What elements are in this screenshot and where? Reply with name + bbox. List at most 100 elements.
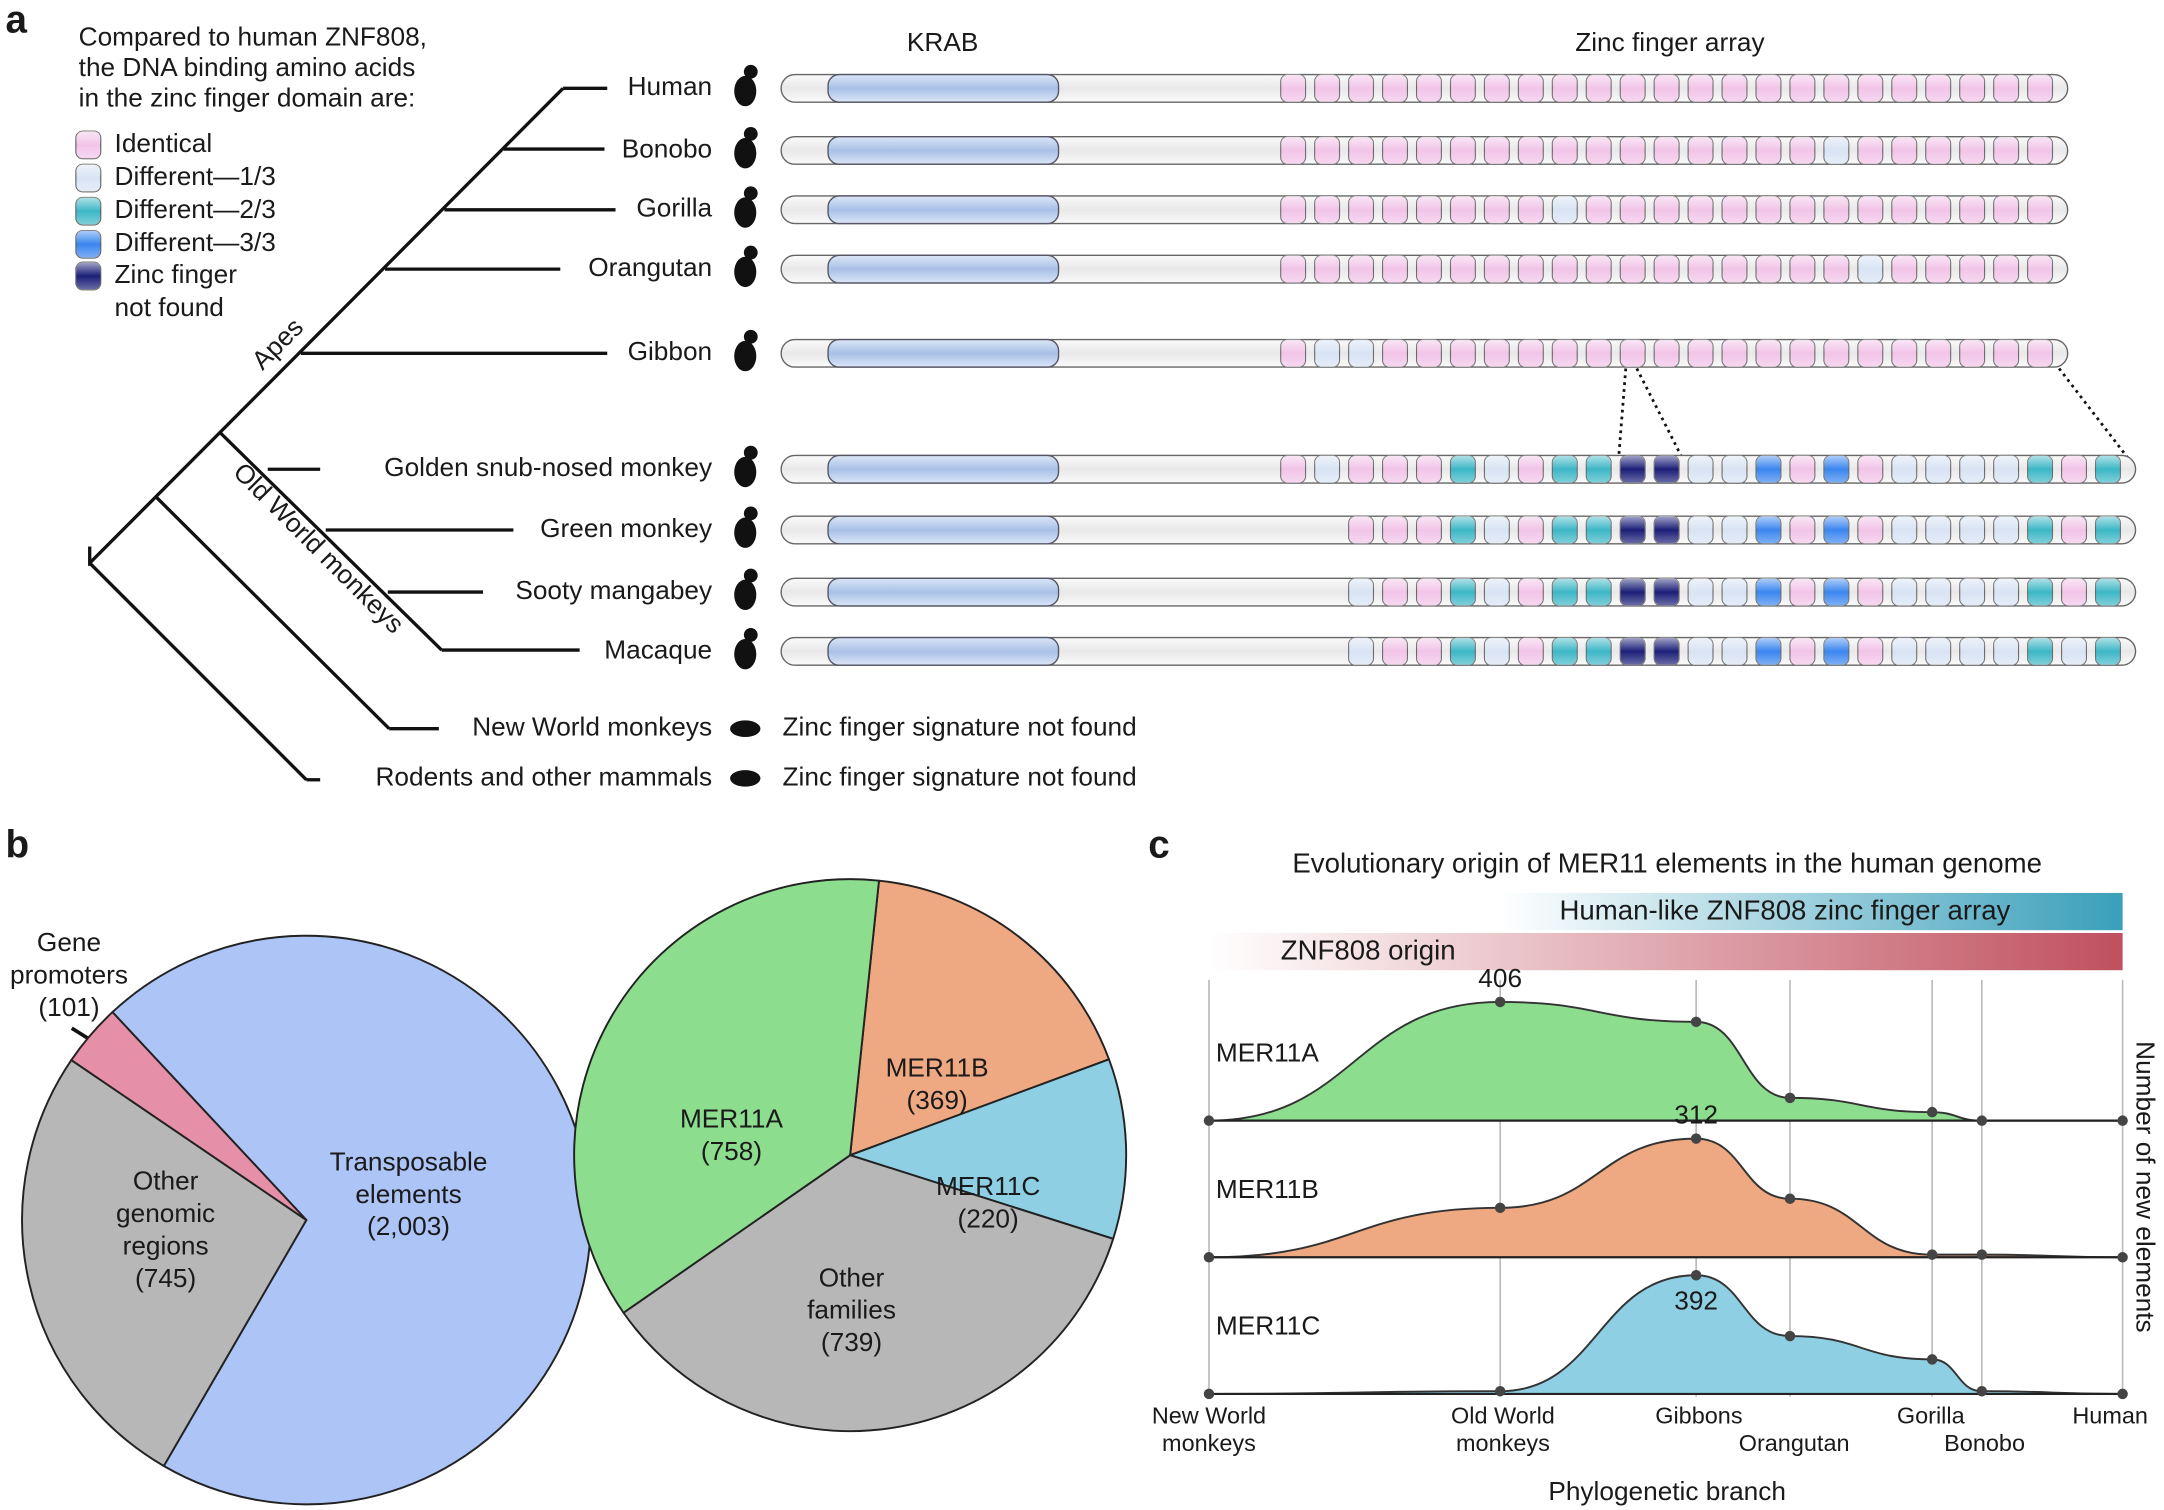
finger-gloss (1688, 516, 1713, 544)
finger-gloss (1348, 255, 1374, 283)
finger-gloss (1348, 136, 1374, 165)
finger-gloss (1484, 136, 1510, 165)
finger-gloss (1382, 136, 1408, 165)
krab-domain (827, 338, 1060, 368)
value-label: 312 (1674, 1099, 1718, 1129)
y-axis-label: Number of new elements (2130, 1041, 2160, 1332)
finger-gloss (1280, 136, 1306, 165)
finger-gloss (1891, 136, 1917, 165)
finger-gloss (1280, 255, 1306, 283)
x-tick-label: monkeys (1456, 1430, 1550, 1456)
finger-gloss (1518, 195, 1544, 224)
finger-gloss (1416, 455, 1442, 484)
finger-gloss (1993, 455, 2019, 484)
finger-gloss (1620, 255, 1646, 283)
species-icon (734, 75, 757, 107)
finger-gloss (1382, 255, 1408, 283)
pie-slice (70, 1011, 308, 1221)
finger-gloss (1891, 74, 1917, 103)
finger-gloss (1654, 195, 1680, 224)
finger-gloss (1484, 637, 1510, 666)
domain-label: KRAB (907, 27, 978, 57)
legend-label: not found (115, 292, 224, 322)
data-point (1203, 1388, 1215, 1400)
species-name: Gorilla (636, 193, 712, 223)
krab-domain (827, 636, 1060, 666)
data-point (1926, 1106, 1938, 1118)
finger-gloss (1959, 339, 1985, 368)
legend-gloss (75, 164, 101, 192)
legend-label: Different—3/3 (115, 227, 276, 257)
finger-gloss (1993, 195, 2019, 224)
finger-gloss (1925, 339, 1951, 368)
species-icon (730, 720, 761, 737)
finger-gloss (2027, 516, 2053, 544)
finger-gloss (1823, 255, 1849, 283)
x-axis-label: Phylogenetic branch (1548, 1476, 1786, 1506)
finger-gloss (1993, 578, 2019, 606)
finger-gloss (1620, 455, 1646, 484)
finger-gloss (1382, 516, 1408, 544)
finger-gloss (2061, 516, 2087, 544)
legend-title: in the zinc finger domain are: (79, 82, 416, 112)
finger-gloss (1416, 74, 1442, 103)
finger-gloss (1722, 516, 1747, 544)
finger-gloss (1620, 136, 1646, 165)
species-name: Sooty mangabey (515, 575, 713, 605)
finger-gloss (1518, 578, 1544, 606)
finger-gloss (1688, 637, 1713, 666)
finger-gloss (1654, 455, 1680, 484)
slice-label: regions (123, 1231, 209, 1261)
series-name: MER11C (1216, 1311, 1320, 1341)
finger-gloss (1314, 255, 1340, 283)
finger-gloss (2027, 578, 2053, 606)
finger-gloss (1484, 195, 1510, 224)
krab-domain (827, 135, 1060, 165)
finger-gloss (1857, 136, 1883, 165)
finger-gloss (1552, 195, 1578, 224)
species-name: Macaque (604, 634, 712, 664)
finger-gloss (2061, 455, 2087, 484)
dotted-links (1617, 367, 2130, 460)
finger-gloss (1789, 255, 1815, 283)
data-point (1926, 1354, 1938, 1365)
finger-gloss (1823, 136, 1849, 165)
finger-gloss (1756, 637, 1781, 666)
finger-gloss (1891, 637, 1917, 666)
finger-gloss (1857, 74, 1883, 103)
finger-gloss (1484, 516, 1510, 544)
gradient-band (1500, 892, 2123, 931)
slice-value: (745) (135, 1263, 196, 1293)
finger-gloss (2027, 74, 2053, 103)
band-label: ZNF808 origin (1281, 935, 1456, 966)
finger-gloss (1586, 455, 1612, 484)
finger-gloss (1654, 516, 1680, 544)
finger-gloss (1959, 516, 1985, 544)
finger-gloss (1823, 74, 1849, 103)
value-label: 406 (1478, 963, 1522, 993)
species-icon (734, 197, 757, 228)
species-icon (734, 579, 757, 611)
finger-gloss (1382, 339, 1408, 368)
data-point (1203, 1252, 1215, 1263)
data-point (1203, 1115, 1215, 1126)
finger-gloss (1450, 195, 1476, 224)
legend-title: Compared to human ZNF808, (79, 22, 427, 52)
value-label: 392 (1674, 1286, 1718, 1316)
finger-gloss (1552, 637, 1578, 666)
finger-gloss (1348, 74, 1374, 103)
slice-value: (369) (906, 1085, 967, 1115)
species-icon (743, 445, 758, 460)
slice-label: Other (819, 1262, 885, 1292)
ridge-line (1208, 1274, 2123, 1395)
legend-label: Different—2/3 (115, 194, 276, 224)
finger-gloss (1789, 195, 1815, 224)
data-point (1926, 1249, 1938, 1260)
x-tick-label: New World (1152, 1403, 1266, 1429)
finger-gloss (1586, 637, 1612, 666)
finger-gloss (1484, 339, 1510, 368)
finger-gloss (1450, 637, 1476, 666)
data-point (1784, 1092, 1796, 1104)
finger-gloss (1450, 455, 1476, 484)
